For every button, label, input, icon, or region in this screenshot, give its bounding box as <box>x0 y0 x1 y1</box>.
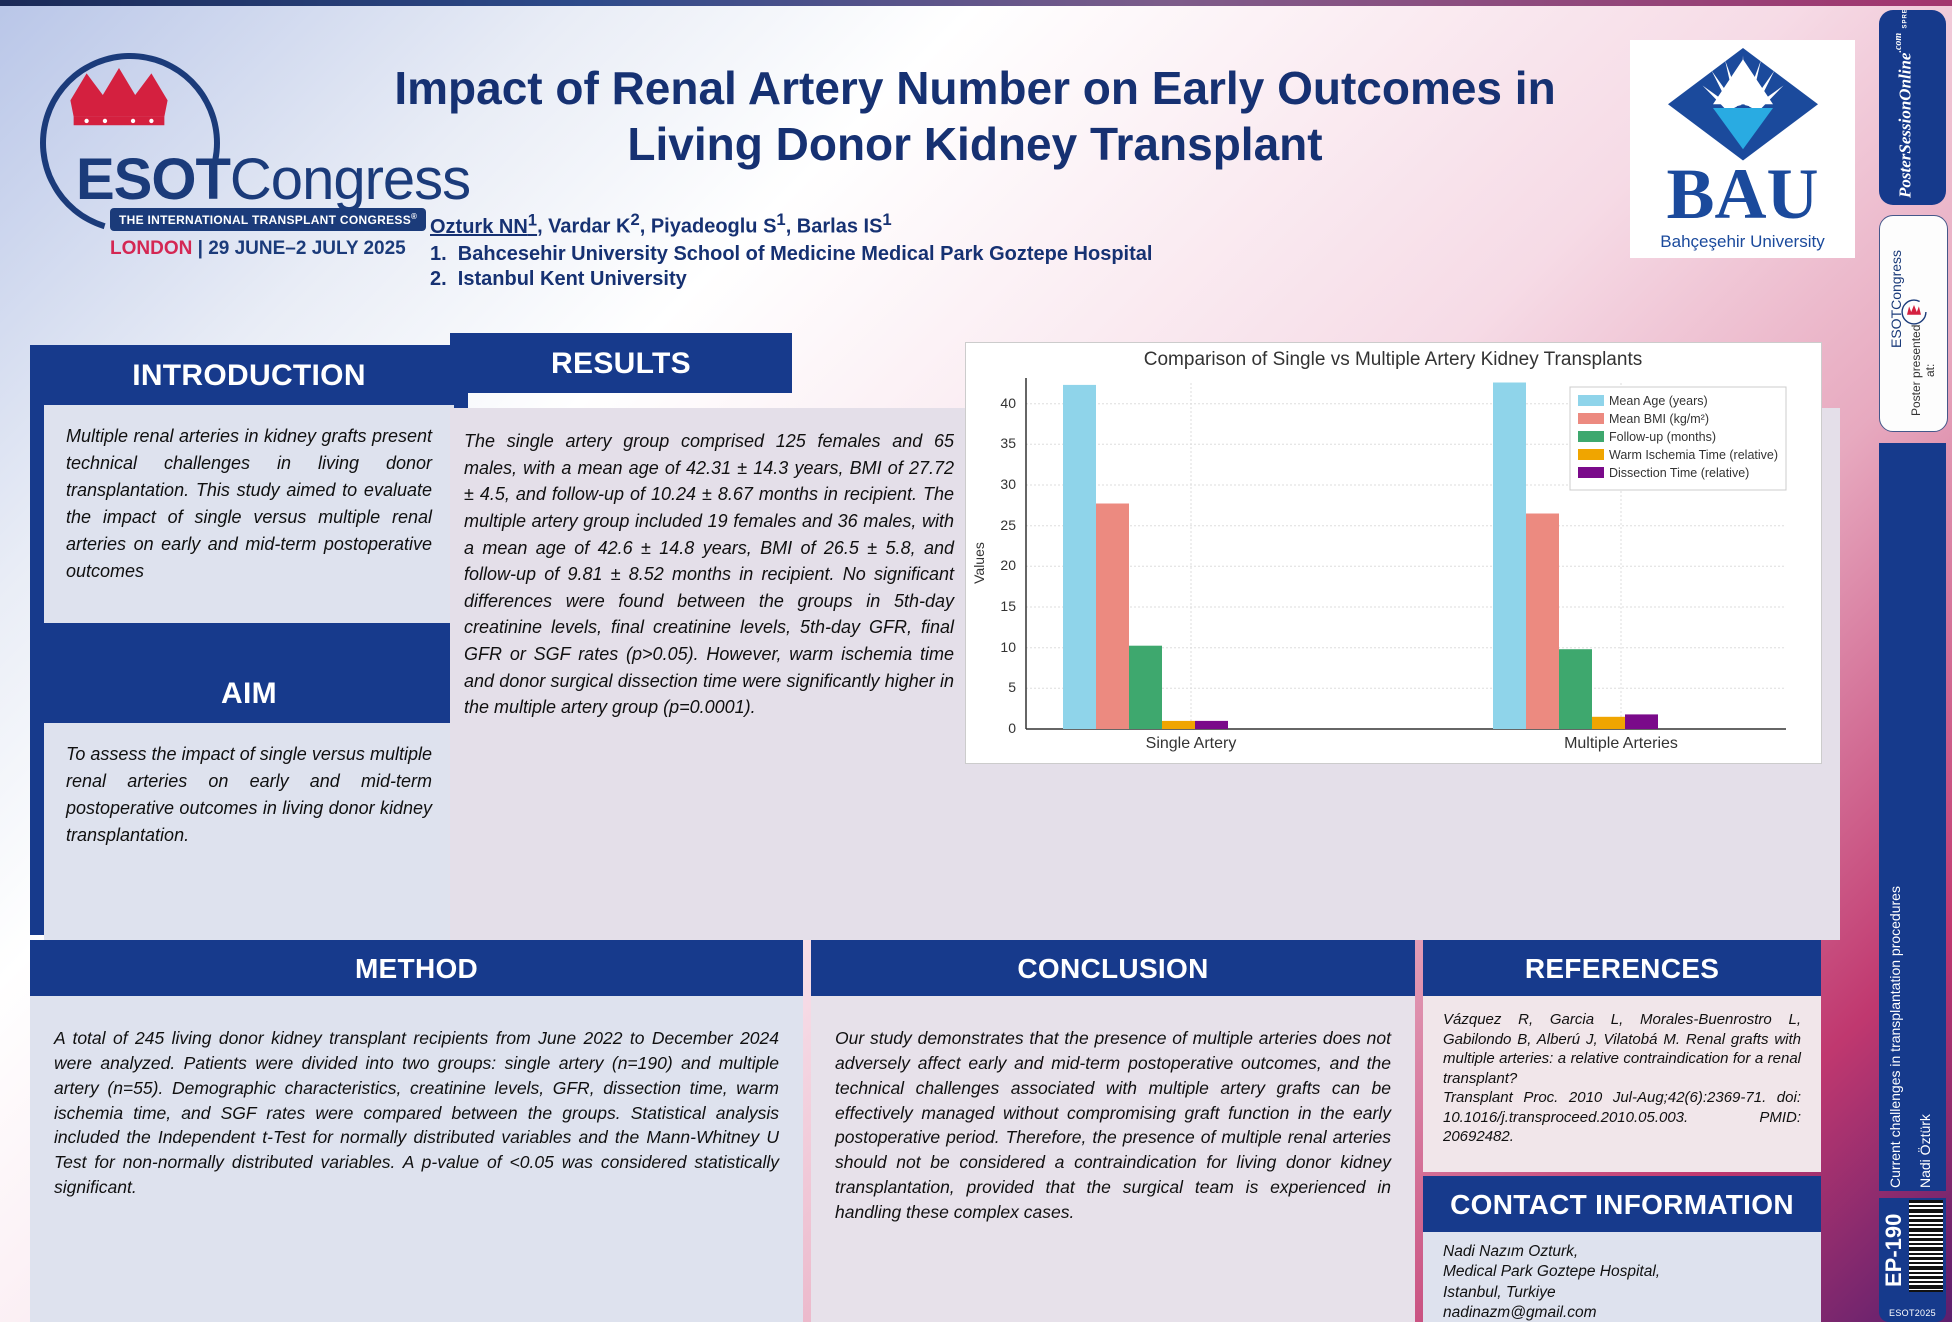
svg-text:30: 30 <box>1000 476 1016 492</box>
svg-text:35: 35 <box>1000 435 1016 451</box>
svg-text:0: 0 <box>1008 720 1016 736</box>
svg-text:Multiple Arteries: Multiple Arteries <box>1564 735 1678 752</box>
svg-text:Mean Age (years): Mean Age (years) <box>1609 394 1708 408</box>
svg-text:Single Artery: Single Artery <box>1146 735 1237 752</box>
svg-text:15: 15 <box>1000 598 1016 614</box>
svg-text:25: 25 <box>1000 517 1016 533</box>
svg-text:10: 10 <box>1000 639 1016 655</box>
svg-text:Comparison of Single vs Multip: Comparison of Single vs Multiple Artery … <box>1144 349 1642 370</box>
svg-text:Mean BMI (kg/m²): Mean BMI (kg/m²) <box>1609 412 1709 426</box>
svg-text:Dissection Time (relative): Dissection Time (relative) <box>1609 466 1749 480</box>
svg-text:5: 5 <box>1008 679 1016 695</box>
svg-text:Follow-up (months): Follow-up (months) <box>1609 430 1716 444</box>
svg-text:Warm Ischemia Time (relative): Warm Ischemia Time (relative) <box>1609 448 1778 462</box>
svg-text:40: 40 <box>1000 395 1016 411</box>
svg-text:Values: Values <box>971 542 987 584</box>
svg-text:20: 20 <box>1000 557 1016 573</box>
